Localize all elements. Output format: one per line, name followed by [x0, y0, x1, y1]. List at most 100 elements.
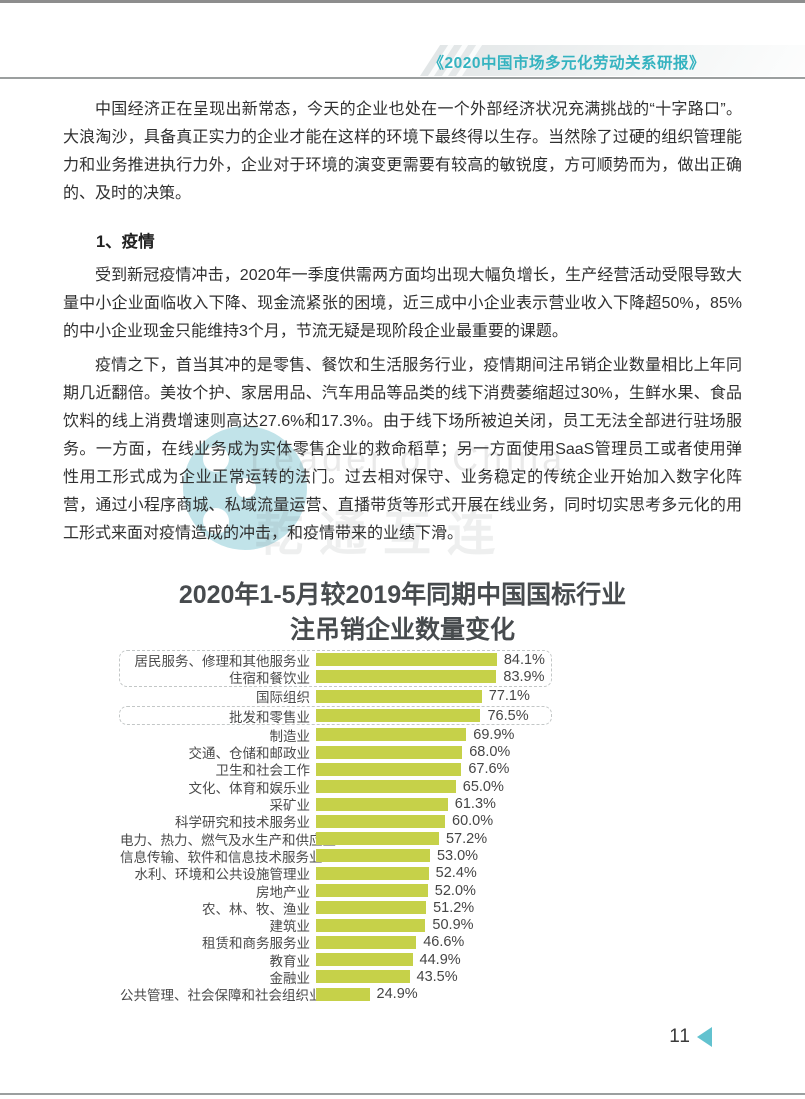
- bar-value-label: 51.2%: [433, 899, 475, 916]
- bar-fill: [316, 918, 426, 932]
- paragraph-intro: 中国经济正在呈现出新常态，今天的企业也处在一个外部经济状况充满挑战的“十字路口”…: [63, 101, 742, 202]
- bar-value-label: 84.1%: [503, 651, 545, 668]
- bar-fill: [316, 935, 417, 949]
- bar-value-label: 52.4%: [435, 865, 477, 882]
- bar-value-label: 65.0%: [462, 778, 504, 795]
- chart-bar-row: 科学研究和技术服务业 60.0%: [120, 813, 551, 830]
- bar-fill: [316, 953, 413, 967]
- bar-value-label: 44.9%: [419, 951, 461, 968]
- bar-value-label: 60.0%: [452, 813, 494, 830]
- bar-category-label: 科学研究和技术服务业: [175, 815, 310, 831]
- bar-category-label: 国际组织: [256, 690, 310, 706]
- chart-title-line2: 注吊销企业数量变化: [289, 616, 515, 644]
- chart-bar-row: 批发和零售业 76.5%: [120, 707, 551, 725]
- bar-fill: [316, 884, 428, 897]
- section-heading-epidemic: 1、疫情: [96, 233, 155, 251]
- bar-chart: 2020年1-5月较2019年同期中国国标行业 注吊销企业数量变化 居民服务、修…: [0, 578, 805, 1003]
- bar-value-label: 46.6%: [423, 934, 465, 951]
- bar-value-label: 61.3%: [454, 796, 496, 813]
- bar-fill: [316, 745, 463, 759]
- chart-title: 2020年1-5月较2019年同期中国国标行业 注吊销企业数量变化: [0, 578, 805, 648]
- chart-bar-row: 卫生和社会工作 67.6%: [120, 761, 551, 778]
- chart-highlight-group: 批发和零售业 76.5%: [119, 705, 552, 726]
- bar-category-label: 水利、环境和公共设施管理业: [134, 867, 311, 883]
- bar-fill: [316, 832, 439, 846]
- bar-fill: [316, 814, 445, 828]
- chart-bar-row: 居民服务、修理和其他服务业 84.1%: [120, 651, 551, 669]
- bar-value-label: 52.0%: [434, 882, 476, 899]
- chart-bar-row: 水利、环境和公共设施管理业 52.4%: [120, 865, 551, 882]
- bar-category-label: 住宿和餐饮业: [229, 670, 310, 686]
- chart-group: 制造业 69.9% 交通、仓储和邮政业 68.0% 卫生和社会工作 67.6% 文化、体育和…: [119, 725, 552, 1004]
- bar-fill: [316, 987, 370, 1001]
- chart-bar-row: 信息传输、软件和信息技术服务业 53.0%: [120, 847, 551, 865]
- chart-bar-row: 文化、体育和娱乐业 65.0%: [120, 778, 551, 796]
- bar-value-label: 77.1%: [488, 688, 530, 705]
- bar-value-label: 24.9%: [376, 986, 418, 1003]
- chart-rows: 居民服务、修理和其他服务业 84.1% 住宿和餐饮业 83.9% 国际组织 77.1% 批发…: [119, 650, 552, 1004]
- bar-category-label: 采矿业: [269, 798, 311, 814]
- bar-fill: [316, 709, 481, 723]
- bar-fill: [316, 762, 462, 776]
- bar-fill: [316, 689, 482, 703]
- bar-category-label: 居民服务、修理和其他服务业: [134, 653, 311, 669]
- report-header-title: 《2020中国市场多元化劳动关系研报》: [428, 55, 705, 72]
- bar-category-label: 租赁和商务服务业: [202, 936, 310, 952]
- bar-category-label: 电力、热力、燃气及水生产和供应业: [120, 832, 336, 848]
- bar-value-label: 50.9%: [432, 917, 474, 934]
- bar-fill: [316, 866, 429, 880]
- bar-category-label: 农、林、牧、渔业: [202, 901, 310, 917]
- bar-fill: [316, 901, 427, 915]
- bar-category-label: 建筑业: [269, 919, 311, 935]
- bottom-rule: [0, 1093, 805, 1095]
- chart-bar-row: 租赁和商务服务业 46.6%: [120, 934, 551, 951]
- bar-fill: [316, 970, 410, 984]
- chart-bar-row: 电力、热力、燃气及水生产和供应业 57.2%: [120, 830, 551, 848]
- bar-value-label: 67.6%: [468, 761, 510, 778]
- chart-group: 国际组织 77.1%: [119, 687, 552, 706]
- paragraph-epidemic-1: 受到新冠疫情冲击，2020年一季度供需两方面均出现大幅负增长，生产经营活动受限导…: [63, 267, 742, 340]
- bar-category-label: 制造业: [269, 728, 311, 744]
- bar-value-label: 57.2%: [445, 830, 488, 847]
- bar-category-label: 文化、体育和娱乐业: [188, 780, 311, 796]
- chart-bar-row: 交通、仓储和邮政业 68.0%: [120, 743, 551, 762]
- bar-value-label: 68.0%: [469, 744, 511, 761]
- bar-value-label: 53.0%: [436, 847, 479, 864]
- paragraph-epidemic-2: 疫情之下，首当其冲的是零售、餐饮和生活服务行业，疫情期间注吊销企业数量相比上年同…: [63, 357, 742, 542]
- bar-fill: [316, 670, 497, 684]
- bar-category-label: 卫生和社会工作: [215, 763, 311, 779]
- chart-bar-row: 采矿业 61.3%: [120, 795, 551, 814]
- bar-value-label: 43.5%: [416, 968, 458, 985]
- bar-category-label: 房地产业: [256, 884, 310, 900]
- bar-fill: [316, 728, 467, 742]
- chart-bar-row: 建筑业 50.9%: [120, 916, 551, 935]
- bar-category-label: 教育业: [269, 953, 311, 969]
- bar-category-label: 交通、仓储和邮政业: [188, 746, 311, 762]
- chart-bar-row: 公共管理、社会保障和社会组织业 24.9%: [120, 986, 551, 1003]
- bar-category-label: 公共管理、社会保障和社会组织业: [120, 988, 323, 1004]
- page-number: 11: [669, 1026, 691, 1047]
- bar-value-label: 83.9%: [503, 668, 545, 685]
- body-content: 中国经济正在呈现出新常态，今天的企业也处在一个外部经济状况充满挑战的“十字路口”…: [63, 96, 742, 548]
- chart-bar-row: 住宿和餐饮业 83.9%: [120, 668, 551, 686]
- chart-bar-row: 教育业 44.9%: [120, 951, 551, 969]
- chart-highlight-group: 居民服务、修理和其他服务业 84.1% 住宿和餐饮业 83.9%: [119, 650, 552, 687]
- chart-title-line1: 2020年1-5月较2019年同期中国国标行业: [178, 581, 627, 609]
- chart-bar-row: 制造业 69.9%: [120, 726, 551, 744]
- page-number-triangle-icon: [697, 1027, 712, 1047]
- bar-value-label: 69.9%: [473, 726, 515, 743]
- bar-fill: [316, 653, 497, 667]
- top-divider-bar: [0, 0, 805, 3]
- chart-bar-row: 国际组织 77.1%: [120, 688, 551, 705]
- chart-bar-row: 农、林、牧、渔业 51.2%: [120, 899, 551, 917]
- chart-bar-row: 金融业 43.5%: [120, 968, 551, 986]
- header-rule: [0, 77, 805, 79]
- bar-category-label: 批发和零售业: [229, 709, 310, 725]
- bar-fill: [316, 780, 456, 794]
- bar-category-label: 金融业: [269, 971, 311, 986]
- page-footer: 11: [669, 1026, 712, 1048]
- bar-fill: [316, 797, 448, 811]
- bar-category-label: 信息传输、软件和信息技术服务业: [120, 849, 323, 865]
- bar-value-label: 76.5%: [487, 707, 529, 724]
